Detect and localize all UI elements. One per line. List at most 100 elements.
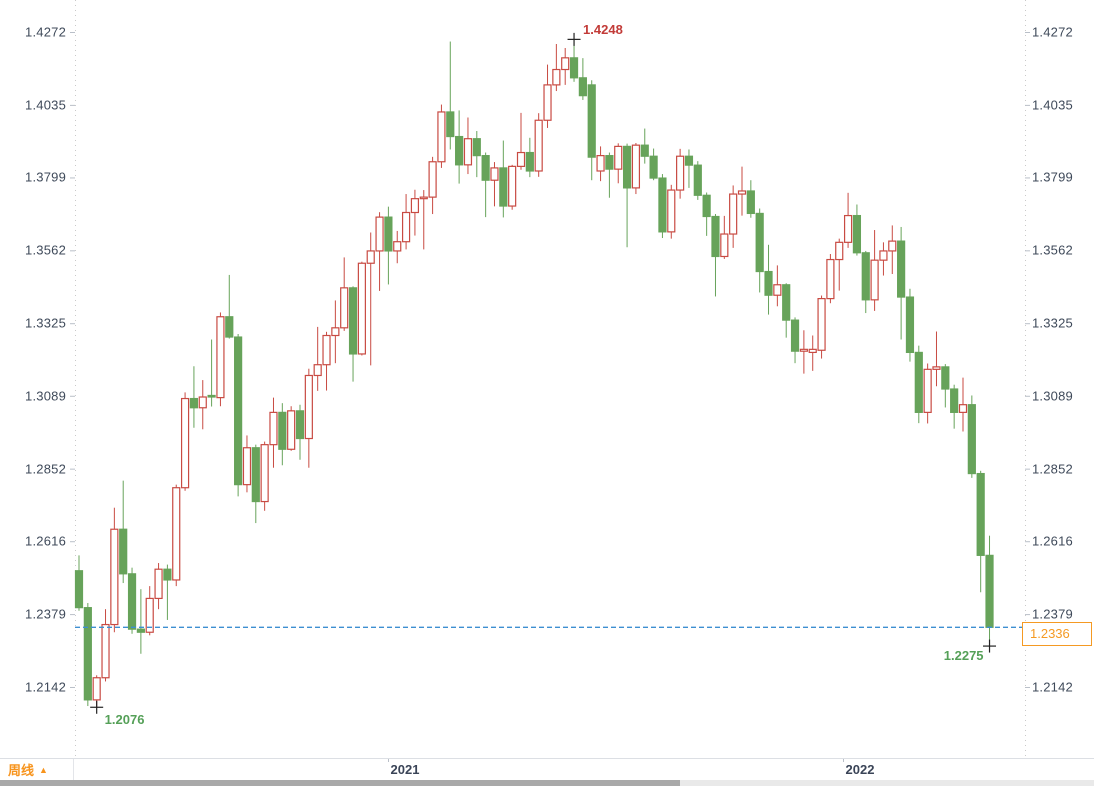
x-axis-year-2022: 2022: [845, 762, 875, 777]
candle-body: [914, 351, 923, 413]
candle-body: [879, 250, 888, 261]
y-axis-tick-label: 1.2616: [25, 533, 66, 549]
candle-body: [225, 316, 234, 338]
candle-body: [322, 334, 331, 366]
candle-body: [198, 396, 207, 409]
candle-body: [693, 164, 702, 196]
candle-body: [764, 270, 773, 296]
candle-body: [852, 214, 862, 254]
candle-body: [428, 161, 437, 198]
candle-body: [658, 177, 667, 233]
y-axis-tick-label: 1.4272: [25, 24, 66, 40]
candle-body: [790, 319, 800, 352]
candle-body: [923, 368, 932, 413]
candle-body: [782, 284, 791, 321]
y-axis-tick-label: 1.3799: [1032, 169, 1073, 185]
candle-body: [437, 111, 446, 163]
candle-body: [614, 145, 623, 170]
candle-body: [808, 348, 817, 354]
candle-body: [287, 410, 296, 450]
candle-body: [172, 487, 181, 581]
candle-body: [958, 404, 968, 413]
y-axis-tick-label: 1.2142: [1032, 679, 1073, 695]
candle-body: [861, 252, 870, 301]
recent-low-annotation: 1.2275: [943, 648, 984, 664]
candle-body: [543, 84, 552, 121]
candle-body: [711, 215, 720, 258]
candle-body: [127, 573, 137, 630]
candle-body: [313, 364, 322, 377]
candle-body: [304, 374, 313, 440]
candle-body: [897, 240, 906, 298]
candle-body: [189, 397, 199, 409]
candle-body: [985, 554, 994, 628]
candle-body: [950, 388, 959, 413]
candle-body: [384, 216, 393, 252]
candle-body: [799, 348, 808, 352]
timeframe-selector[interactable]: 周线 ▲: [0, 759, 74, 780]
candle-body: [216, 316, 225, 399]
timeframe-up-arrow-icon: ▲: [39, 764, 48, 775]
candle-body: [136, 628, 145, 633]
candle-body: [260, 444, 269, 503]
candle-body: [163, 568, 172, 581]
candle-body: [348, 287, 358, 355]
candle-body: [472, 138, 481, 157]
candle-body: [110, 528, 119, 626]
candle-body: [101, 623, 110, 679]
candle-body: [242, 447, 252, 486]
horizontal-scrollbar[interactable]: [0, 780, 1094, 786]
candle-body: [366, 250, 375, 264]
candle-body: [622, 145, 632, 189]
y-axis-tick-label: 1.4035: [1032, 97, 1073, 113]
y-axis-tick-label: 1.3799: [25, 169, 66, 185]
candle-body: [967, 404, 976, 475]
candle-body: [826, 258, 835, 300]
candle-body: [843, 214, 853, 243]
current-price-tag: 1.2336: [1022, 622, 1092, 647]
y-axis-tick-label: 1.2142: [25, 679, 66, 695]
candle-body: [684, 155, 694, 166]
candle-body: [508, 165, 517, 207]
candle-body: [490, 167, 499, 181]
candle-body: [640, 144, 649, 157]
candle-body: [499, 167, 508, 207]
candle-body: [888, 240, 897, 252]
candle-body: [737, 190, 747, 195]
candle-body: [649, 155, 658, 179]
candle-body: [817, 298, 826, 351]
y-axis-tick-label: 1.2852: [1032, 461, 1073, 477]
candle-body: [419, 196, 428, 200]
candle-body: [269, 411, 278, 446]
candle-body: [357, 262, 366, 355]
y-axis-tick-label: 1.2616: [1032, 533, 1073, 549]
candle-body: [234, 336, 243, 486]
horizontal-scrollbar-thumb[interactable]: [0, 780, 680, 786]
candle-body: [676, 155, 685, 191]
candle-body: [746, 190, 755, 215]
candle-body: [207, 394, 216, 398]
candle-body: [905, 296, 915, 354]
y-axis-tick-label: 1.2852: [25, 461, 66, 477]
low-price-annotation: 1.2076: [104, 712, 145, 728]
candle-body: [295, 410, 305, 440]
candle-body: [587, 84, 596, 158]
y-axis-tick-label: 1.3562: [25, 242, 66, 258]
candle-body: [446, 111, 455, 138]
candle-body: [702, 194, 711, 218]
y-axis-tick-label: 1.3325: [1032, 315, 1073, 331]
candle-body: [534, 119, 543, 172]
y-axis-tick-label: 1.3325: [25, 315, 66, 331]
candle-body: [393, 241, 402, 252]
candle-body: [145, 597, 154, 633]
candle-body: [605, 155, 614, 170]
candle-body: [481, 155, 490, 181]
high-price-annotation: 1.4248: [583, 22, 623, 38]
candle-body: [92, 677, 101, 701]
candle-body: [720, 233, 729, 258]
y-axis-tick-label: 1.4272: [1032, 24, 1073, 40]
candle-body: [596, 155, 605, 172]
y-axis-tick-label: 1.2379: [25, 606, 66, 622]
